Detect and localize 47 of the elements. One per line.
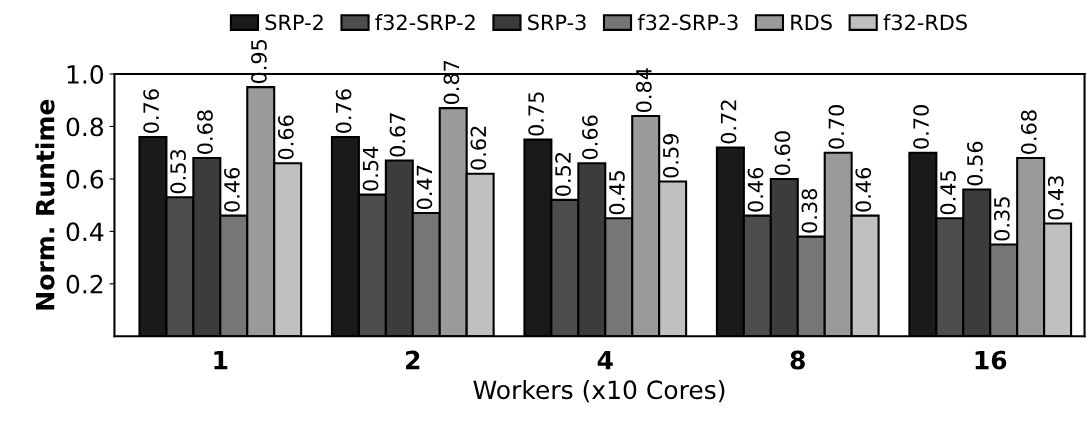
data-label: 0.45 [940,171,956,215]
x-tick-label: 8 [790,350,805,370]
y-tick-label: 0.2 [66,274,103,294]
data-label: 0.46 [747,167,764,212]
legend-label: SRP-2 [265,14,323,31]
x-tick-label: 16 [975,350,1007,370]
data-label: 0.68 [197,110,213,154]
data-label: 0.70 [913,105,929,149]
data-label: 0.46 [224,167,240,212]
data-label: 0.72 [720,100,737,144]
y-tick-label: 0.8 [66,117,104,137]
data-label: 0.70 [828,105,845,149]
legend-label: f32-SRP-2 [375,14,475,31]
legend-label: SRP-3 [528,14,586,31]
data-label: 0.67 [389,113,406,157]
data-label: 0.75 [528,92,544,136]
data-label: 0.54 [362,146,379,191]
x-tick-label: 4 [597,350,613,370]
legend-label: RDS [791,14,832,31]
data-label: 0.87 [443,60,460,105]
data-label: 0.66 [582,115,598,160]
data-label: 0.76 [335,89,352,133]
data-label: 0.45 [609,171,625,215]
data-label: 0.59 [662,134,679,178]
x-axis-title: Workers (x10 Cores) [473,379,725,403]
y-tick-label: 0.6 [66,169,104,189]
data-label: 0.52 [555,152,571,196]
y-axis-title: Norm. Runtime [35,99,55,310]
data-label: 0.43 [1047,176,1064,220]
data-label: 0.76 [143,89,159,133]
legend-label: f32-RDS [883,14,967,31]
data-label: 0.60 [774,131,791,175]
data-label: 0.84 [635,68,652,112]
x-tick-label: 2 [406,350,420,370]
y-tick-label: 1.0 [67,64,104,84]
data-label: 0.47 [416,165,433,210]
data-label: 0.66 [277,115,294,160]
data-label: 0.35 [993,197,1010,241]
data-label: 0.38 [801,189,818,233]
y-tick-label: 0.4 [66,222,104,242]
data-label: 0.53 [170,149,186,194]
data-label: 0.68 [1020,110,1037,154]
x-tick-label: 1 [214,350,228,370]
data-label: 0.62 [470,126,487,170]
data-label: 0.56 [967,141,983,186]
legend-label: f32-SRP-3 [637,14,738,31]
data-label: 0.46 [855,167,872,212]
